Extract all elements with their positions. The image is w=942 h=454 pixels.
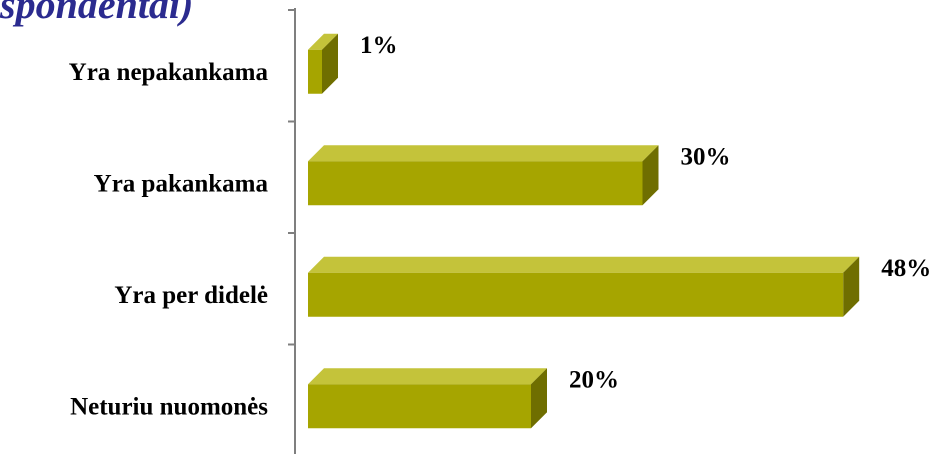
bar-0 xyxy=(308,33,338,94)
bar-side-face xyxy=(843,256,860,317)
category-label: Neturiu nuomonės xyxy=(70,393,268,420)
category-axis xyxy=(288,8,296,454)
bar-front-face xyxy=(308,161,643,206)
category-label: Yra per didelė xyxy=(114,282,268,309)
bar-1 xyxy=(308,145,659,206)
value-label: 20% xyxy=(569,366,619,393)
bar-top-face xyxy=(308,33,338,50)
category-label: Yra pakankama xyxy=(94,170,269,197)
bar-top-face xyxy=(308,368,547,385)
bar-side-face xyxy=(322,33,338,94)
bar-3 xyxy=(308,368,547,429)
bar-front-face xyxy=(308,272,844,317)
labels: Yra nepakankama 1% Yra pakankama 30% Yra per… xyxy=(69,32,932,421)
bar-2 xyxy=(308,256,860,317)
value-label: 1% xyxy=(360,32,398,59)
bar-side-face xyxy=(642,145,659,206)
chart-title-fragment: spondentai) xyxy=(0,0,193,27)
bar-front-face xyxy=(308,384,531,429)
bar-side-face xyxy=(531,368,547,429)
bar-top-face xyxy=(308,145,659,162)
value-label: 48% xyxy=(881,255,931,282)
bar-front-face xyxy=(308,49,322,94)
category-label: Yra nepakankama xyxy=(69,59,269,86)
bars xyxy=(308,33,860,429)
value-label: 30% xyxy=(681,143,731,170)
bar-top-face xyxy=(308,256,860,273)
